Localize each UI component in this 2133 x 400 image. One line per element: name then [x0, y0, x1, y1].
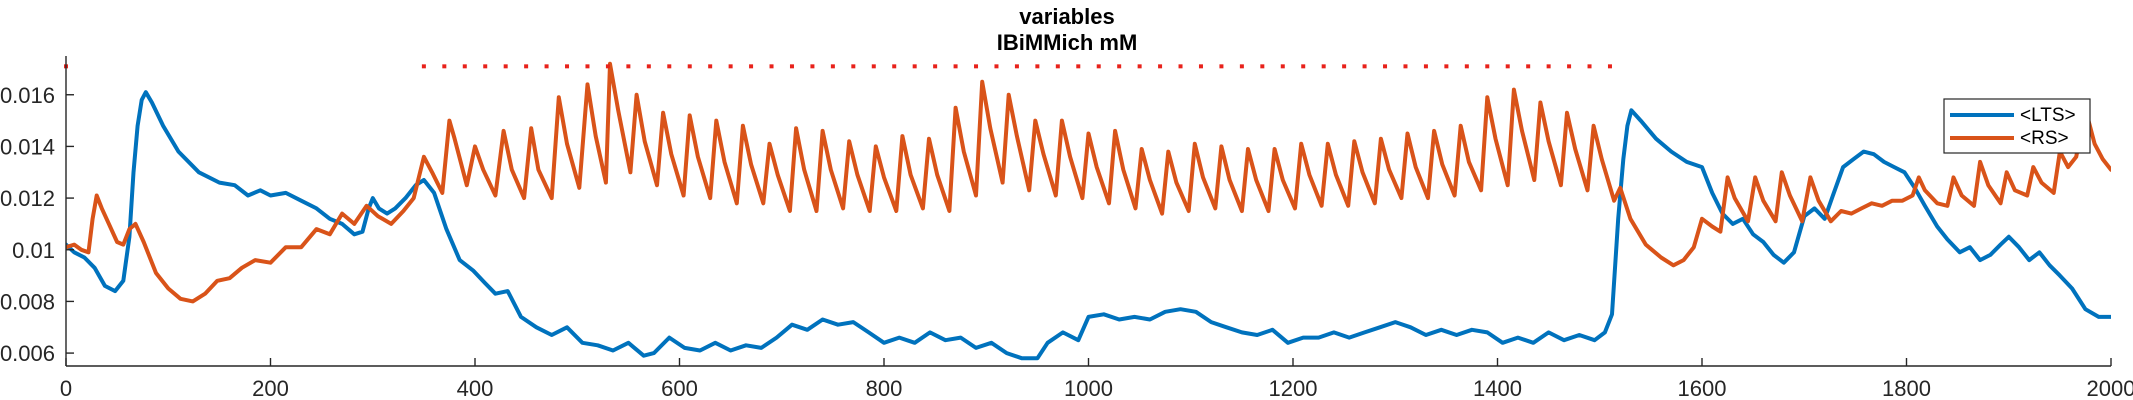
- marker-dot: [810, 64, 815, 69]
- marker-dot: [442, 64, 447, 69]
- marker-dot: [1137, 64, 1142, 69]
- marker-dot: [1076, 64, 1081, 69]
- marker-dot: [830, 64, 835, 69]
- marker-dot: [1362, 64, 1367, 69]
- marker-dot: [1260, 64, 1265, 69]
- legend-box: [1943, 98, 2091, 154]
- marker-dot: [626, 64, 631, 69]
- y-tick-label: 0.014: [0, 134, 55, 159]
- x-tick-label: 1000: [1064, 376, 1113, 400]
- marker-dot: [892, 64, 897, 69]
- x-tick-label: 1600: [1678, 376, 1727, 400]
- marker-dot: [1301, 64, 1306, 69]
- marker-dot: [585, 64, 590, 69]
- y-tick-label: 0.008: [0, 289, 55, 314]
- marker-dot: [1158, 64, 1163, 69]
- marker-dot: [646, 64, 651, 69]
- marker-dot: [1567, 64, 1572, 69]
- y-tick-label: 0.012: [0, 186, 55, 211]
- marker-dot: [1423, 64, 1428, 69]
- series-line-lts: [66, 90, 2111, 361]
- marker-dot: [524, 64, 529, 69]
- marker-dot: [749, 64, 754, 69]
- marker-dot: [1526, 64, 1531, 69]
- marker-dot: [1464, 64, 1469, 69]
- marker-dot: [1607, 64, 1612, 69]
- marker-dot: [1239, 64, 1244, 69]
- marker-dot: [728, 64, 733, 69]
- y-tick-label: 0.006: [0, 341, 55, 366]
- marker-row: [64, 64, 1612, 69]
- marker-dot: [1485, 64, 1490, 69]
- chart-subtitle: IBiMMich mM: [997, 30, 1138, 55]
- marker-dot: [687, 64, 692, 69]
- x-tick-label: 1200: [1269, 376, 1318, 400]
- series-line-rs: [66, 61, 2111, 304]
- marker-dot: [605, 64, 610, 69]
- marker-dot: [789, 64, 794, 69]
- marker-dot: [1321, 64, 1326, 69]
- marker-dot: [871, 64, 876, 69]
- marker-dot: [483, 64, 488, 69]
- marker-dot: [1035, 64, 1040, 69]
- marker-dot: [1178, 64, 1183, 69]
- x-tick-label: 1800: [1882, 376, 1931, 400]
- y-tick-label: 0.016: [0, 83, 55, 108]
- marker-dot: [953, 64, 958, 69]
- marker-dot: [1198, 64, 1203, 69]
- marker-dot: [1403, 64, 1408, 69]
- y-ticks: 0.006 0.008 0.01 0.012 0.014 0.016: [0, 83, 74, 366]
- legend-label-rs: <RS>: [2020, 128, 2069, 149]
- marker-dot: [708, 64, 713, 69]
- marker-dot: [1546, 64, 1551, 69]
- marker-dot: [851, 64, 856, 69]
- marker-dot: [1219, 64, 1224, 69]
- marker-dot: [1055, 64, 1060, 69]
- marker-dot: [1383, 64, 1388, 69]
- series-layer: [66, 61, 2111, 361]
- y-tick-label: 0.01: [12, 238, 55, 263]
- x-tick-label: 400: [457, 376, 494, 400]
- legend: <LTS> <RS>: [1943, 98, 2091, 154]
- marker-dot: [974, 64, 979, 69]
- x-tick-label: 200: [252, 376, 289, 400]
- chart-title: variables: [1019, 4, 1114, 29]
- x-ticks: 0 200 400 600 800 1000 1200 1400 1600 1800 2000: [60, 358, 2133, 400]
- marker-dot: [667, 64, 672, 69]
- legend-label-lts: <LTS>: [2020, 105, 2076, 126]
- marker-dot: [421, 64, 426, 69]
- marker-dot: [565, 64, 570, 69]
- marker-dot: [1342, 64, 1347, 69]
- marker-dot: [933, 64, 938, 69]
- x-tick-label: 2000: [2087, 376, 2133, 400]
- marker-dot: [503, 64, 508, 69]
- marker-dot: [1014, 64, 1019, 69]
- marker-dot: [1096, 64, 1101, 69]
- x-tick-label: 800: [866, 376, 903, 400]
- x-tick-label: 1400: [1473, 376, 1522, 400]
- marker-dot: [544, 64, 549, 69]
- marker-dot: [1280, 64, 1285, 69]
- marker-dot: [912, 64, 917, 69]
- marker-dot: [462, 64, 467, 69]
- x-tick-label: 600: [661, 376, 698, 400]
- marker-dot: [994, 64, 999, 69]
- marker-dot: [1587, 64, 1592, 69]
- marker-dot: [1505, 64, 1510, 69]
- x-tick-label: 0: [60, 376, 72, 400]
- marker-dot: [769, 64, 774, 69]
- marker-dot: [1444, 64, 1449, 69]
- marker-dot: [1117, 64, 1122, 69]
